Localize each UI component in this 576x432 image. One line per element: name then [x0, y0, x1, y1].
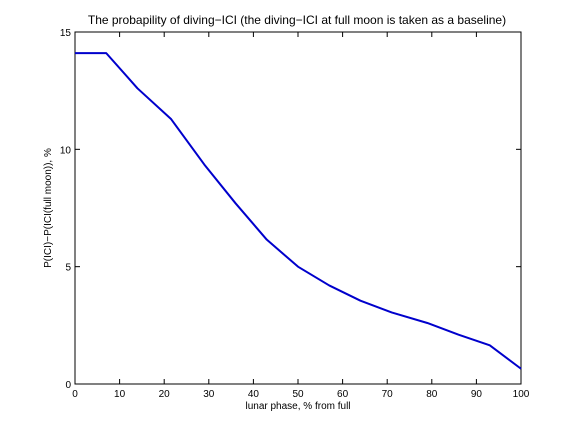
x-tick-label: 100 — [513, 389, 530, 400]
x-tick-label: 0 — [72, 389, 78, 400]
chart-title: The probapility of diving−ICI (the divin… — [88, 13, 506, 27]
x-axis: 0 10 20 30 40 50 60 70 80 90 100 — [72, 32, 530, 400]
plot-frame — [74, 31, 522, 385]
y-axis-label: P(ICI)−P(ICI(full moon)), % — [43, 148, 54, 268]
series-line — [75, 52, 522, 370]
x-tick-label: 50 — [292, 389, 304, 400]
y-tick-label: 10 — [60, 145, 72, 156]
y-axis: 0 5 10 15 — [60, 28, 521, 391]
y-tick-label: 0 — [65, 380, 71, 391]
x-tick-label: 10 — [114, 389, 126, 400]
x-tick-label: 40 — [248, 389, 260, 400]
x-tick-label: 80 — [426, 389, 438, 400]
y-tick-label: 5 — [65, 263, 71, 274]
x-axis-label: lunar phase, % from full — [245, 401, 350, 412]
y-tick-label: 15 — [60, 28, 72, 39]
x-tick-label: 20 — [159, 389, 171, 400]
series-group — [75, 52, 522, 370]
x-tick-label: 90 — [471, 389, 483, 400]
x-tick-label: 60 — [337, 389, 349, 400]
x-tick-label: 70 — [382, 389, 394, 400]
x-tick-label: 30 — [203, 389, 215, 400]
